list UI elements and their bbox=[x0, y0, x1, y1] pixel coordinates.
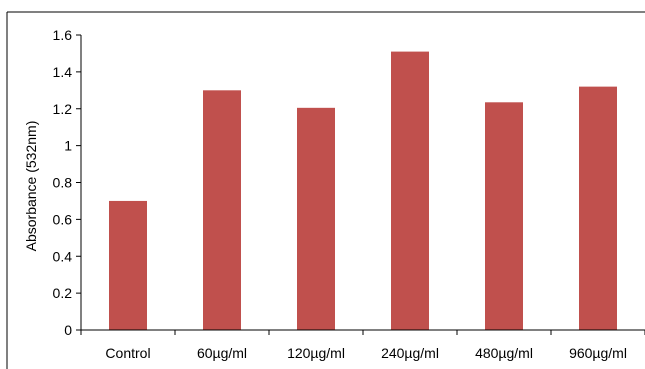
bar-series bbox=[109, 51, 617, 330]
x-axis: Control 60µg/ml 120µg/ml 240µg/ml 480µg/ml 96… bbox=[80, 329, 645, 361]
y-tick-label: 1.2 bbox=[53, 101, 73, 117]
x-tick-label: 240µg/ml bbox=[381, 345, 439, 361]
x-tick-label: 480µg/ml bbox=[475, 345, 533, 361]
x-tick-label: 960µg/ml bbox=[569, 345, 627, 361]
y-tick-label: 1 bbox=[64, 138, 72, 154]
y-axis: 0 0.2 0.4 0.6 0.8 1 1.2 1.4 1.6 bbox=[53, 27, 82, 338]
y-tick-label: 1.6 bbox=[53, 27, 73, 43]
y-tick-label: 0.4 bbox=[53, 248, 73, 264]
x-tick-label: Control bbox=[105, 345, 150, 361]
bar bbox=[579, 86, 617, 330]
x-tick-label: 60µg/ml bbox=[197, 345, 247, 361]
y-tick-label: 0.2 bbox=[53, 285, 73, 301]
y-tick-label: 1.4 bbox=[53, 64, 73, 80]
chart-frame bbox=[6, 11, 645, 369]
bar bbox=[391, 51, 429, 330]
x-tick-label: 120µg/ml bbox=[287, 345, 345, 361]
y-tick-label: 0.8 bbox=[53, 175, 73, 191]
bar bbox=[109, 200, 147, 330]
bar bbox=[203, 90, 241, 330]
y-tick-label: 0.6 bbox=[53, 211, 73, 227]
y-axis-title: Absorbance (532nm) bbox=[23, 121, 39, 252]
bar bbox=[485, 102, 523, 330]
y-tick-label: 0 bbox=[64, 322, 72, 338]
bar bbox=[297, 107, 335, 330]
